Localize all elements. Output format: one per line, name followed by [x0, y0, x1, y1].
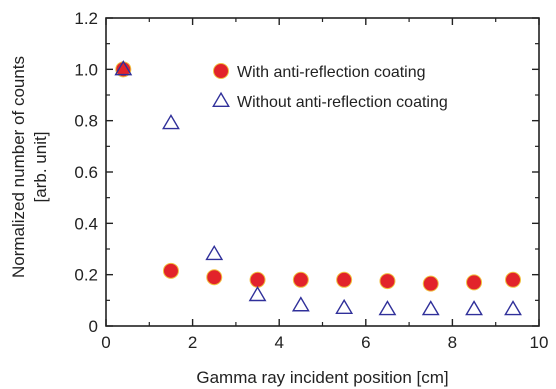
legend-marker-open-triangle — [212, 91, 230, 107]
x-tick-label: 8 — [448, 333, 457, 352]
y-tick-label: 0 — [89, 317, 98, 336]
x-axis-label: Gamma ray incident position [cm] — [196, 368, 448, 387]
data-point-with-coating — [505, 271, 522, 288]
y-tick-label: 1.0 — [74, 60, 98, 79]
y-tick-label: 0.6 — [74, 163, 98, 182]
y-axis-label-line2: [arb. unit] — [31, 132, 50, 203]
y-axis-label-line1: Normalized number of counts — [9, 56, 28, 278]
data-point-with-coating — [206, 269, 223, 286]
x-ticks: 0 2 4 6 8 10 — [101, 18, 548, 352]
y-tick-label: 0.2 — [74, 266, 98, 285]
data-point-without-coating — [504, 300, 522, 316]
data-point-without-coating — [291, 296, 310, 312]
data-point-with-coating — [336, 271, 353, 288]
data-point-without-coating — [248, 286, 267, 302]
y-tick-label: 0.8 — [74, 112, 98, 131]
data-marks — [114, 60, 522, 316]
data-point-with-coating — [162, 262, 179, 279]
x-tick-label: 10 — [530, 333, 549, 352]
y-tick-label: 0.4 — [74, 214, 98, 233]
data-point-with-coating — [379, 273, 396, 290]
data-point-without-coating — [335, 298, 354, 315]
data-point-without-coating — [421, 300, 440, 316]
x-tick-label: 0 — [101, 333, 110, 352]
legend-label-without-coating: Without anti-reflection coating — [237, 94, 448, 111]
data-point-without-coating — [114, 60, 133, 76]
legend-label-with-coating: With anti-reflection coating — [237, 64, 426, 81]
data-point-without-coating — [205, 244, 224, 261]
legend-item-without-coating: Without anti-reflection coating — [212, 91, 448, 111]
data-point-with-coating — [466, 274, 483, 291]
legend: With anti-reflection coating Without ant… — [212, 63, 448, 111]
data-point-with-coating — [292, 271, 309, 288]
data-point-with-coating — [249, 271, 266, 288]
y-tick-label: 1.2 — [74, 9, 98, 28]
data-point-without-coating — [465, 300, 483, 316]
data-point-with-coating — [422, 275, 439, 292]
x-tick-label: 2 — [188, 333, 197, 352]
x-tick-label: 6 — [361, 333, 370, 352]
data-point-without-coating — [162, 114, 180, 130]
x-tick-label: 4 — [274, 333, 283, 352]
y-ticks: 0 0.2 0.4 0.6 0.8 1.0 1.2 — [74, 9, 539, 336]
data-point-without-coating — [378, 300, 397, 316]
legend-marker-filled-circle — [213, 63, 229, 79]
legend-item-with-coating: With anti-reflection coating — [213, 63, 426, 81]
